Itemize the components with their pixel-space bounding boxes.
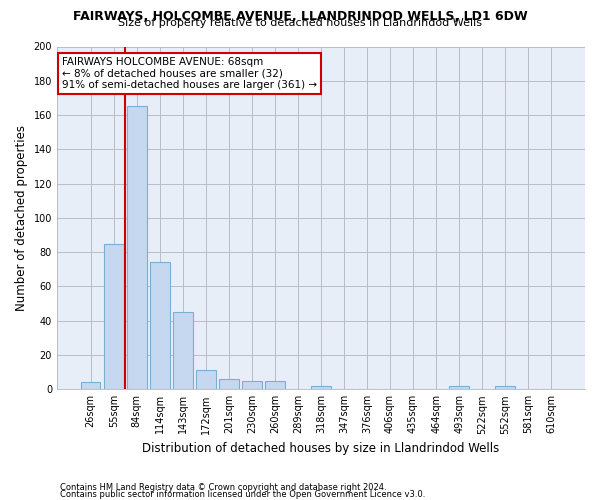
Bar [104, 244, 124, 390]
Bar [311, 386, 331, 390]
Bar [242, 380, 262, 390]
Bar [150, 262, 170, 390]
Bar [196, 370, 215, 390]
Text: FAIRWAYS HOLCOMBE AVENUE: 68sqm
← 8% of detached houses are smaller (32)
91% of : FAIRWAYS HOLCOMBE AVENUE: 68sqm ← 8% of … [62, 57, 317, 90]
Bar [265, 380, 284, 390]
X-axis label: Distribution of detached houses by size in Llandrindod Wells: Distribution of detached houses by size … [142, 442, 500, 455]
Y-axis label: Number of detached properties: Number of detached properties [15, 125, 28, 311]
Bar [219, 379, 239, 390]
Text: Contains public sector information licensed under the Open Government Licence v3: Contains public sector information licen… [60, 490, 425, 499]
Text: Contains HM Land Registry data © Crown copyright and database right 2024.: Contains HM Land Registry data © Crown c… [60, 484, 386, 492]
Bar [496, 386, 515, 390]
Text: Size of property relative to detached houses in Llandrindod Wells: Size of property relative to detached ho… [118, 18, 482, 28]
Bar [127, 106, 146, 390]
Bar [173, 312, 193, 390]
Bar [81, 382, 100, 390]
Bar [449, 386, 469, 390]
Text: FAIRWAYS, HOLCOMBE AVENUE, LLANDRINDOD WELLS, LD1 6DW: FAIRWAYS, HOLCOMBE AVENUE, LLANDRINDOD W… [73, 10, 527, 23]
